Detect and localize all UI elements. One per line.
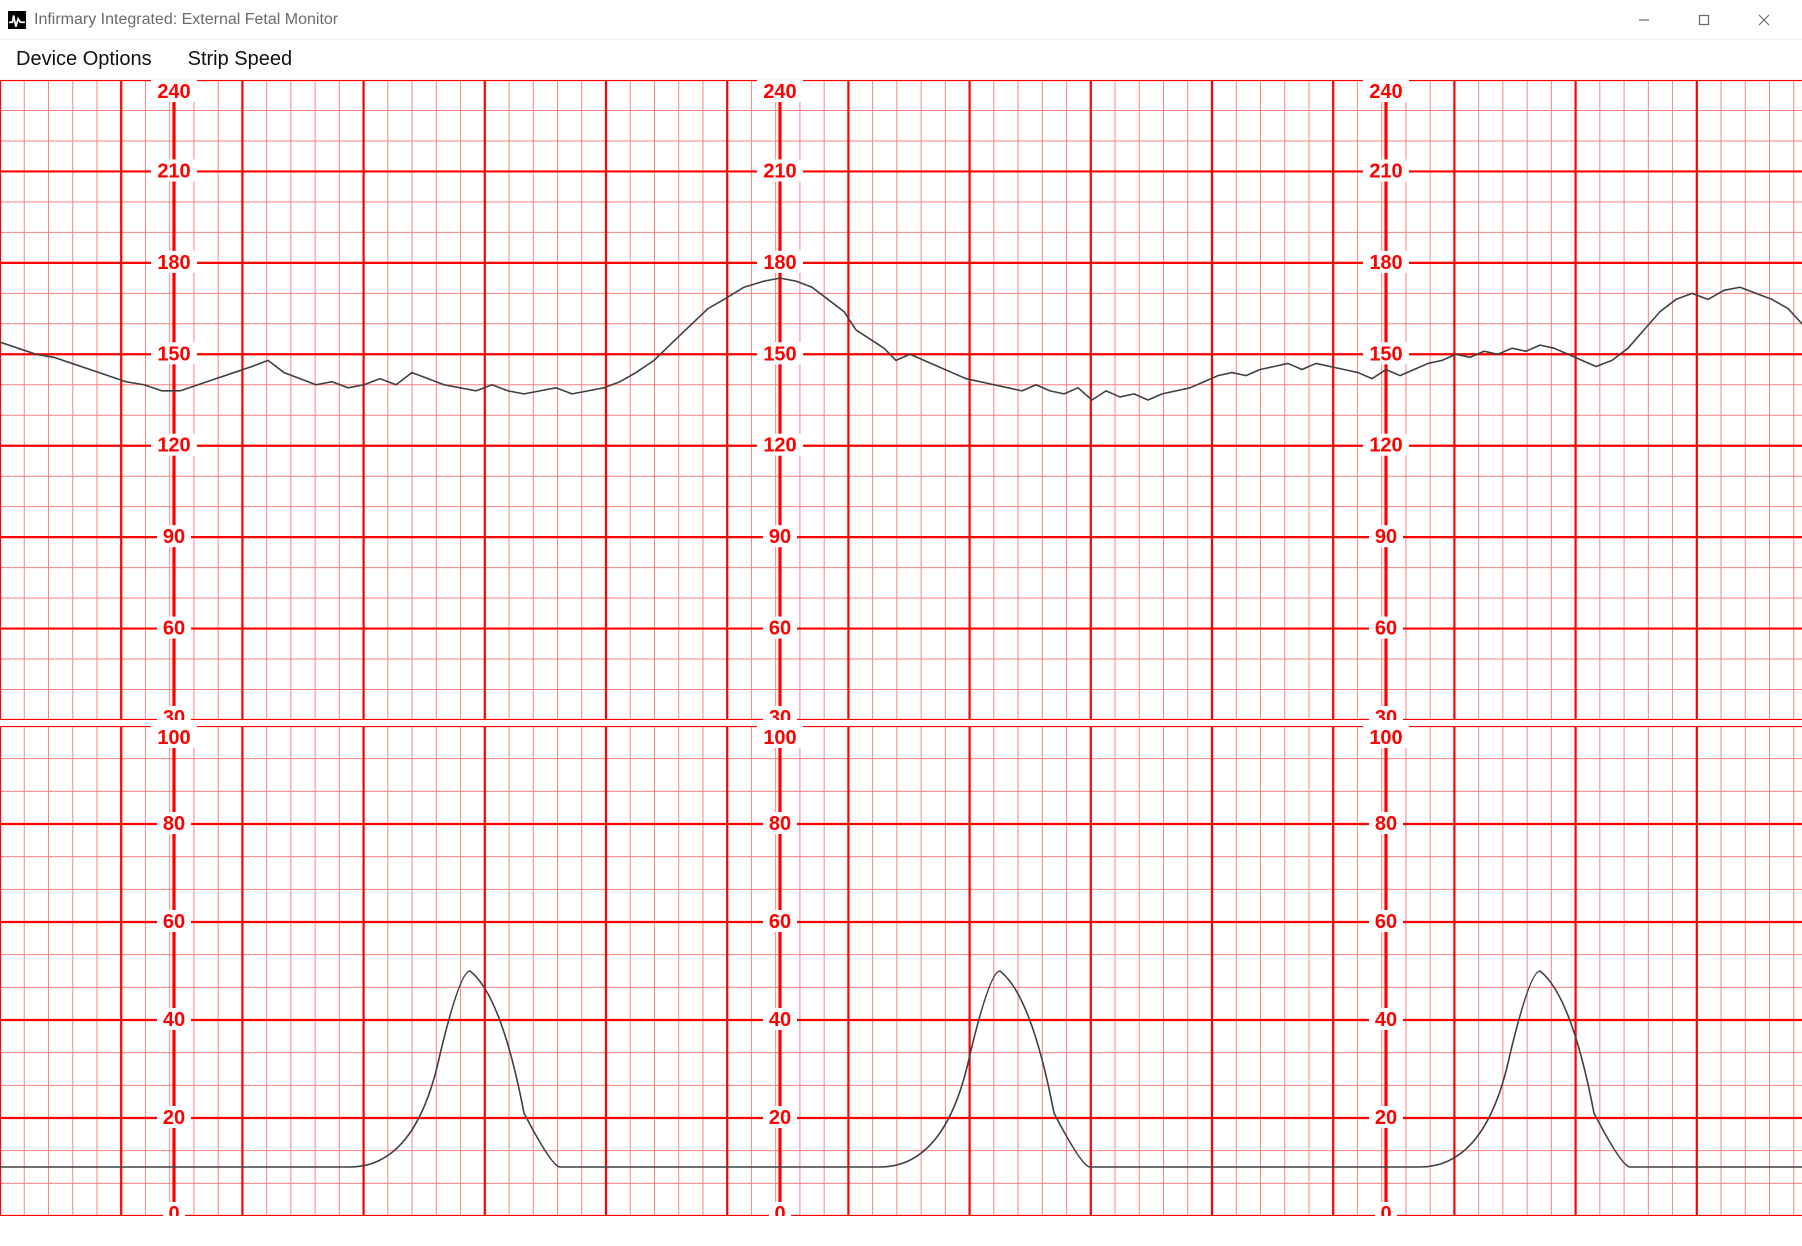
svg-text:40: 40 bbox=[163, 1009, 185, 1031]
menu-strip-speed[interactable]: Strip Speed bbox=[184, 44, 297, 75]
svg-text:60: 60 bbox=[163, 911, 185, 933]
svg-text:30: 30 bbox=[769, 707, 791, 720]
maximize-button[interactable] bbox=[1674, 0, 1734, 40]
minimize-button[interactable] bbox=[1614, 0, 1674, 40]
svg-text:150: 150 bbox=[1369, 343, 1402, 365]
strips-container: 30 60 90 120 150 180 210 240 30 60 90 120 150 180 210 2… bbox=[0, 80, 1802, 1246]
svg-text:120: 120 bbox=[763, 435, 796, 457]
svg-text:120: 120 bbox=[1369, 435, 1402, 457]
titlebar: Infirmary Integrated: External Fetal Mon… bbox=[0, 0, 1802, 40]
svg-text:90: 90 bbox=[1375, 526, 1397, 548]
fhr-strip: 30 60 90 120 150 180 210 240 30 60 90 120 150 180 210 2… bbox=[0, 80, 1802, 720]
svg-text:40: 40 bbox=[1375, 1009, 1397, 1031]
svg-text:20: 20 bbox=[769, 1107, 791, 1129]
svg-text:210: 210 bbox=[157, 160, 190, 182]
svg-text:210: 210 bbox=[763, 160, 796, 182]
svg-text:60: 60 bbox=[769, 618, 791, 640]
svg-text:120: 120 bbox=[157, 435, 190, 457]
svg-text:60: 60 bbox=[163, 618, 185, 640]
svg-text:150: 150 bbox=[763, 343, 796, 365]
app-icon bbox=[8, 11, 26, 29]
svg-text:60: 60 bbox=[769, 911, 791, 933]
svg-text:80: 80 bbox=[163, 813, 185, 835]
svg-text:90: 90 bbox=[163, 526, 185, 548]
svg-text:60: 60 bbox=[1375, 618, 1397, 640]
svg-text:90: 90 bbox=[769, 526, 791, 548]
svg-text:240: 240 bbox=[157, 81, 190, 103]
svg-text:60: 60 bbox=[1375, 911, 1397, 933]
svg-text:240: 240 bbox=[1369, 81, 1402, 103]
svg-text:0: 0 bbox=[774, 1203, 785, 1216]
svg-text:20: 20 bbox=[1375, 1107, 1397, 1129]
svg-text:150: 150 bbox=[157, 343, 190, 365]
window-title: Infirmary Integrated: External Fetal Mon… bbox=[34, 11, 1614, 29]
svg-text:240: 240 bbox=[763, 81, 796, 103]
svg-text:80: 80 bbox=[769, 813, 791, 835]
svg-text:30: 30 bbox=[1375, 707, 1397, 720]
svg-text:30: 30 bbox=[163, 707, 185, 720]
svg-text:0: 0 bbox=[168, 1203, 179, 1216]
svg-text:40: 40 bbox=[769, 1009, 791, 1031]
menubar: Device Options Strip Speed bbox=[0, 40, 1802, 80]
menu-device-options[interactable]: Device Options bbox=[12, 44, 156, 75]
toco-strip: 0 20 40 60 80 100 0 20 40 60 80 100 0 20 40 60 80 100 bbox=[0, 726, 1802, 1216]
window-controls bbox=[1614, 0, 1794, 40]
svg-text:80: 80 bbox=[1375, 813, 1397, 835]
svg-text:100: 100 bbox=[157, 727, 190, 749]
svg-text:180: 180 bbox=[157, 252, 190, 274]
close-button[interactable] bbox=[1734, 0, 1794, 40]
svg-text:180: 180 bbox=[763, 252, 796, 274]
svg-text:0: 0 bbox=[1380, 1203, 1391, 1216]
svg-text:210: 210 bbox=[1369, 160, 1402, 182]
svg-text:20: 20 bbox=[163, 1107, 185, 1129]
svg-text:100: 100 bbox=[763, 727, 796, 749]
svg-text:180: 180 bbox=[1369, 252, 1402, 274]
svg-text:100: 100 bbox=[1369, 727, 1402, 749]
